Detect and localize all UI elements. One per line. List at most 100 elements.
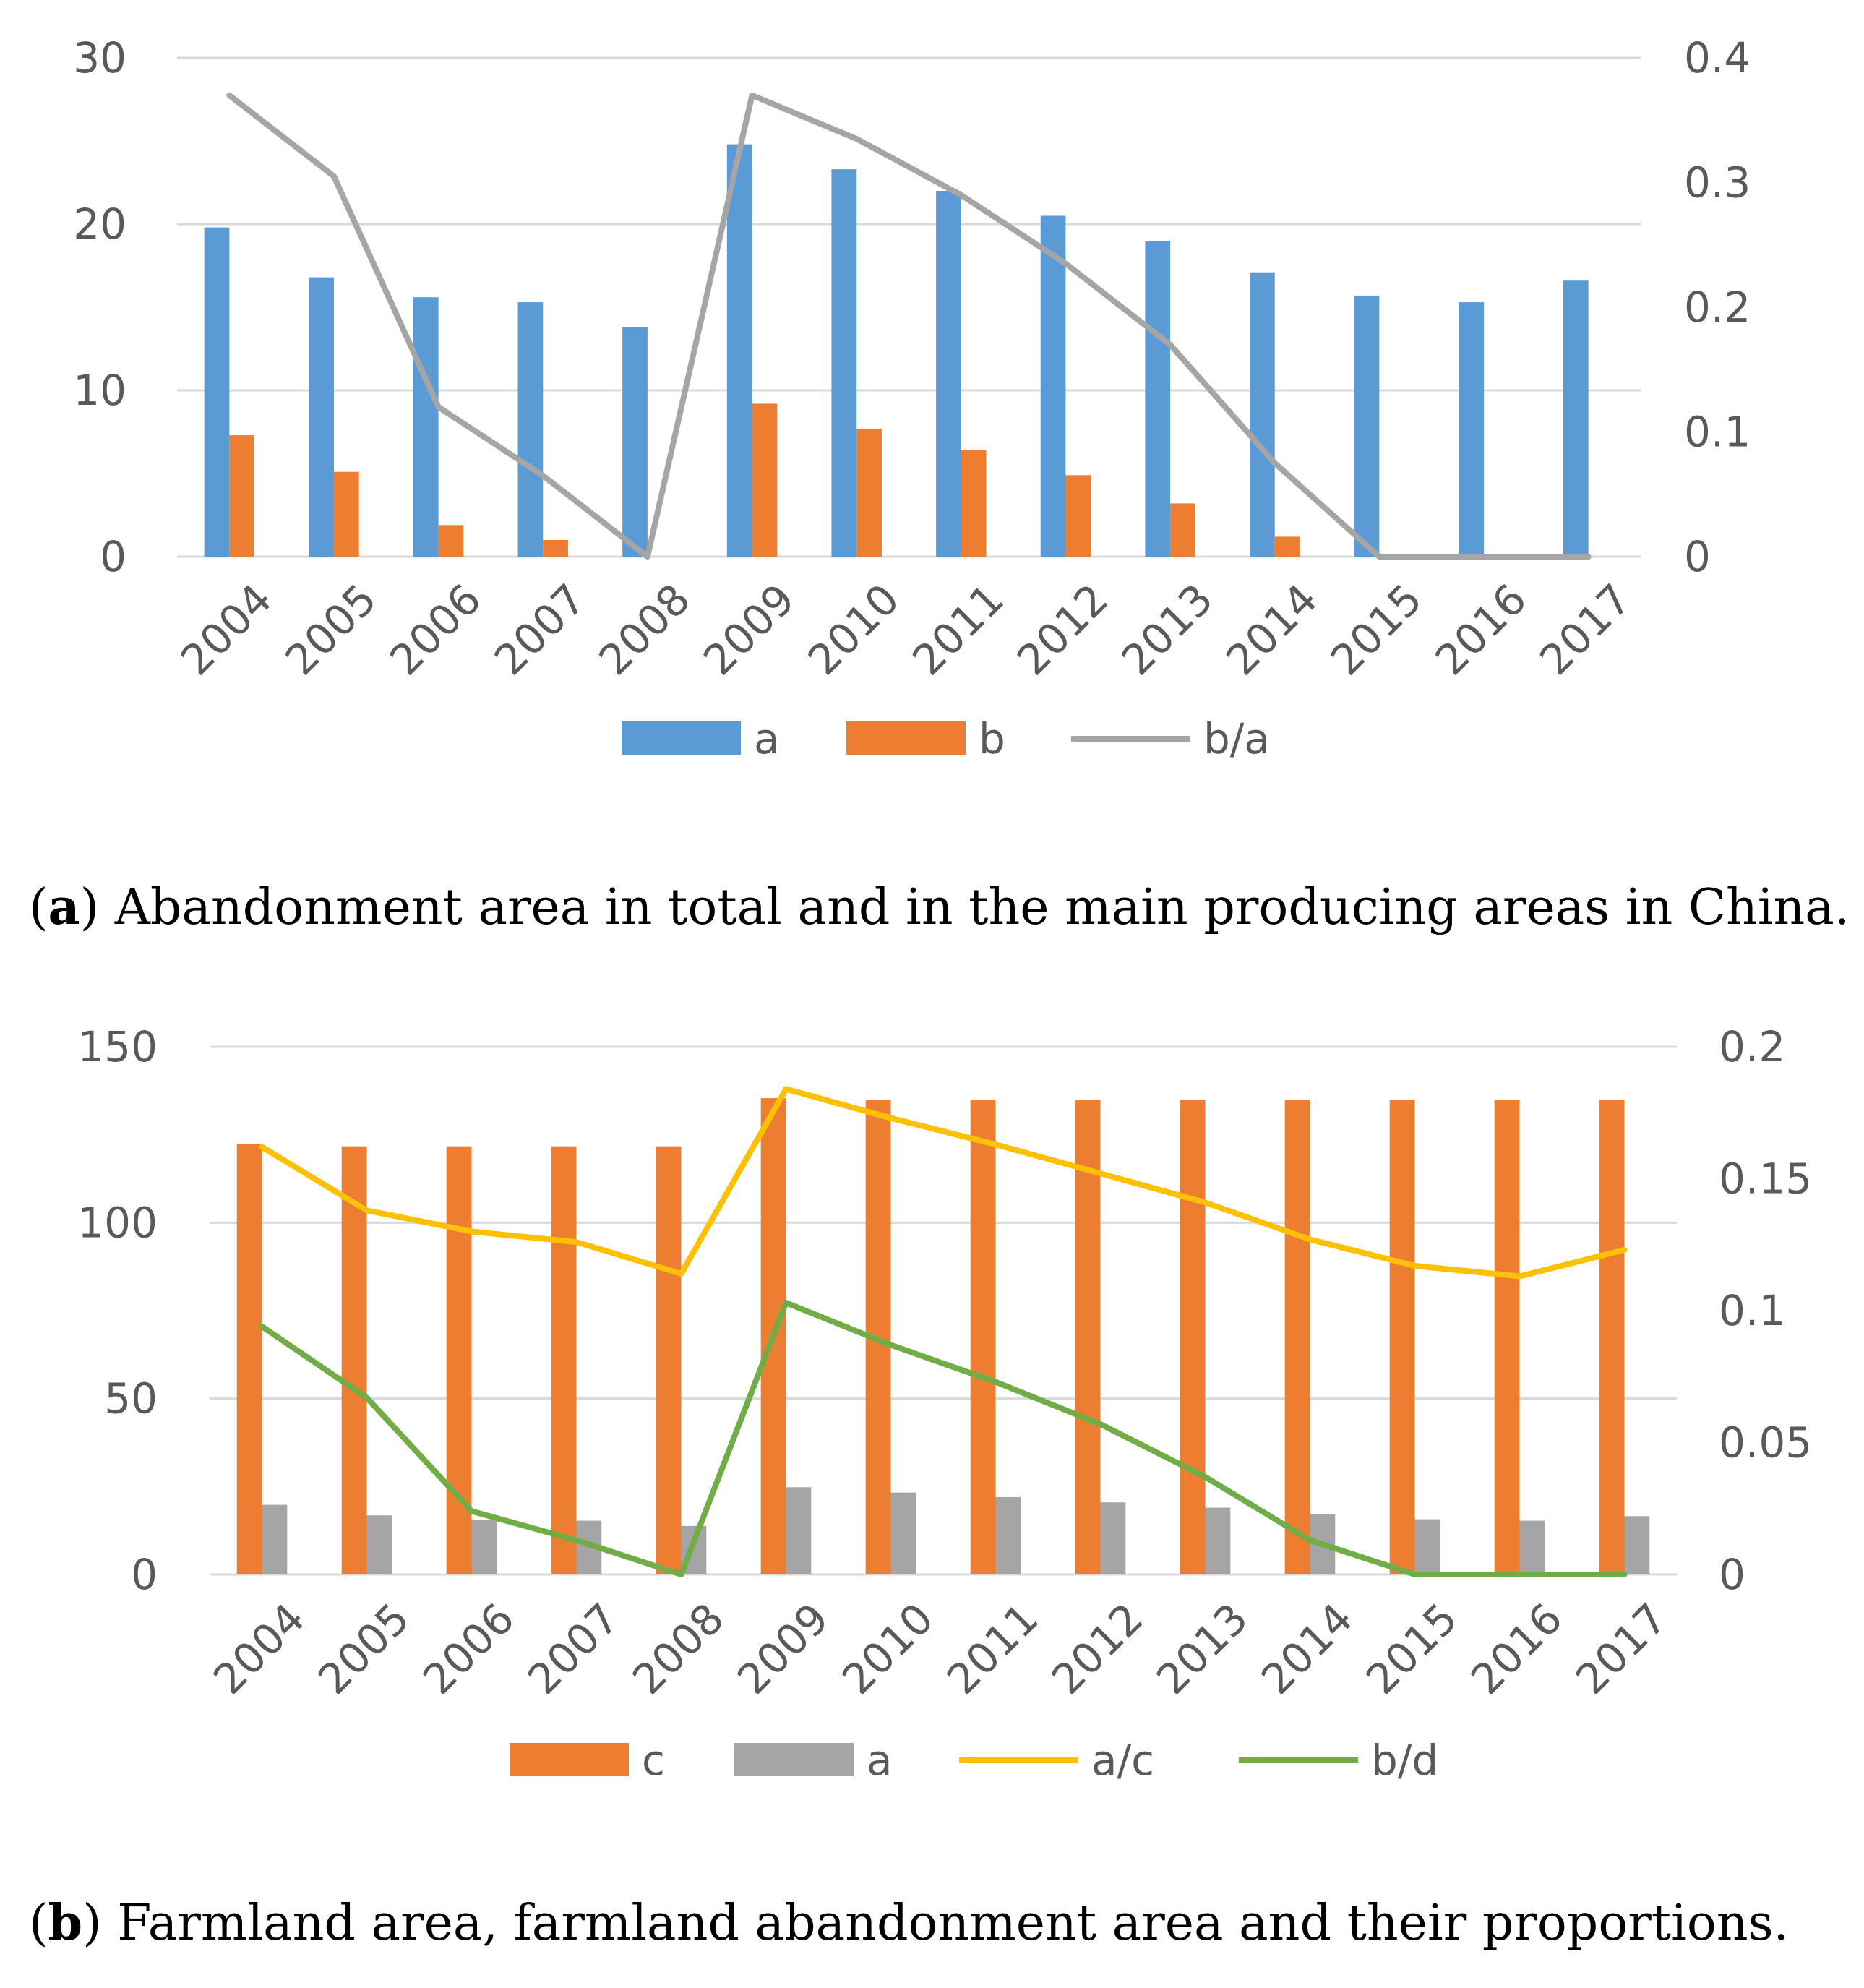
x-tick-label: 2015 [1321,575,1431,685]
x-tick-label: 2013 [1147,1594,1257,1704]
caption-b: (b) Farmland area, farmland abandonment … [29,1894,1790,1952]
bar-a [262,1504,288,1574]
bar-c [1284,1100,1310,1574]
bar-a [1354,295,1380,557]
bar-a [1459,302,1485,557]
bar-a [1100,1502,1126,1574]
x-tick-label: 2016 [1461,1594,1571,1704]
bar-a [786,1487,812,1574]
bar-a [831,169,857,557]
x-tick-label: 2014 [1252,1594,1362,1704]
bar-b [752,403,778,557]
x-tick-label: 2006 [413,1594,523,1704]
chart-b: 0 50 100 150 0 0.05 0.1 0.15 0.2 2004200520062007… [77,1022,1812,1785]
x-tick-label: 2008 [623,1594,733,1704]
line-b-d [259,1300,1628,1577]
x-tick-label: 2011 [937,1594,1047,1704]
y2-tick-label: 0 [1719,1550,1745,1599]
x-tick-label: 2009 [694,575,804,685]
x-tick-label: 2014 [1216,575,1326,685]
caption-a-label: a [48,878,80,936]
y-tick-label: 0 [100,532,126,581]
x-tick-label: 2009 [728,1594,838,1704]
y2-tick-label: 0.2 [1684,283,1751,332]
bar-a [622,327,648,557]
y-tick-label: 0 [131,1550,158,1599]
bar-a [1250,272,1275,557]
bar-c [341,1146,367,1574]
bar-a [471,1520,497,1574]
bar-b [1274,536,1300,557]
x-tick-label: 2005 [276,575,386,685]
legend-swatch [734,1743,854,1776]
x-tick-label: 2017 [1530,575,1640,685]
x-tick-label: 2017 [1566,1594,1676,1704]
bar-a [1563,280,1589,557]
caption-b-text: Farmland area, farmland abandonment area… [117,1895,1790,1952]
x-tick-label: 2012 [1042,1594,1152,1704]
bar-a [204,227,230,557]
y-tick-label: 30 [73,33,126,82]
bar-a [890,1492,916,1574]
bar-b [543,540,568,557]
y-tick-label: 100 [77,1198,158,1247]
x-tick-label: 2016 [1426,575,1536,685]
x-tick-label: 2013 [1112,575,1222,685]
bar-c [1599,1100,1625,1574]
x-tick-label: 2010 [799,575,909,685]
x-tick-label: 2004 [204,1594,314,1704]
x-tick-label: 2012 [1008,575,1117,685]
bar-a [995,1496,1021,1574]
y-tick-label: 50 [104,1374,158,1423]
x-tick-label: 2011 [903,575,1013,685]
x-tick-label: 2015 [1357,1594,1466,1704]
chart-a: 0 10 20 30 0 0.1 0.2 0.3 0.4 20042005200620072008… [73,33,1751,763]
x-tick-label: 2008 [590,575,700,685]
line-a-c [259,1086,1628,1280]
bar-b [856,428,882,557]
y2-tick-label: 0.15 [1719,1154,1812,1204]
bar-c [1389,1100,1415,1574]
x-tick-label: 2004 [171,575,281,685]
caption-a-text: Abandonment area in total and in the mai… [114,879,1850,936]
bar-a [1040,215,1066,557]
bar-a [936,191,961,557]
bar-b [1065,475,1091,557]
y2-tick-label: 0.4 [1684,33,1751,82]
bar-a [1414,1519,1440,1574]
x-tick-label: 2005 [309,1594,418,1704]
bar-b [1170,503,1195,557]
bar-a [1205,1507,1231,1574]
y2-tick-label: 0.1 [1719,1286,1785,1335]
y2-tick-label: 0.2 [1719,1022,1785,1071]
bar-c [970,1100,996,1574]
legend-swatch [846,721,966,755]
legend-label: a/c [1091,1736,1154,1785]
bar-c [656,1146,682,1574]
y2-tick-label: 0.1 [1684,408,1751,457]
bar-a [413,297,439,557]
y2-tick-label: 0.3 [1684,158,1751,207]
bar-c [1180,1100,1206,1574]
y-tick-label: 20 [73,200,126,249]
bar-c [551,1146,577,1574]
bar-a [309,277,334,557]
bar-c [1075,1100,1101,1574]
legend-swatch [510,1743,629,1776]
legend-label: a [754,714,780,763]
x-tick-label: 2007 [485,575,595,685]
legend-label: a [867,1736,893,1785]
bar-a [726,144,752,557]
bar-a [366,1515,392,1574]
line-b-a [226,92,1592,560]
bar-a [1624,1516,1650,1574]
legend-label: b/d [1371,1736,1438,1785]
x-tick-label: 2007 [518,1594,628,1704]
legend-label: b [979,714,1005,763]
x-tick-label: 2006 [380,575,490,685]
caption-a: (a) Abandonment area in total and in the… [29,878,1850,936]
bar-b [438,525,464,557]
bar-a [517,302,544,557]
y2-tick-label: 0 [1684,532,1711,581]
